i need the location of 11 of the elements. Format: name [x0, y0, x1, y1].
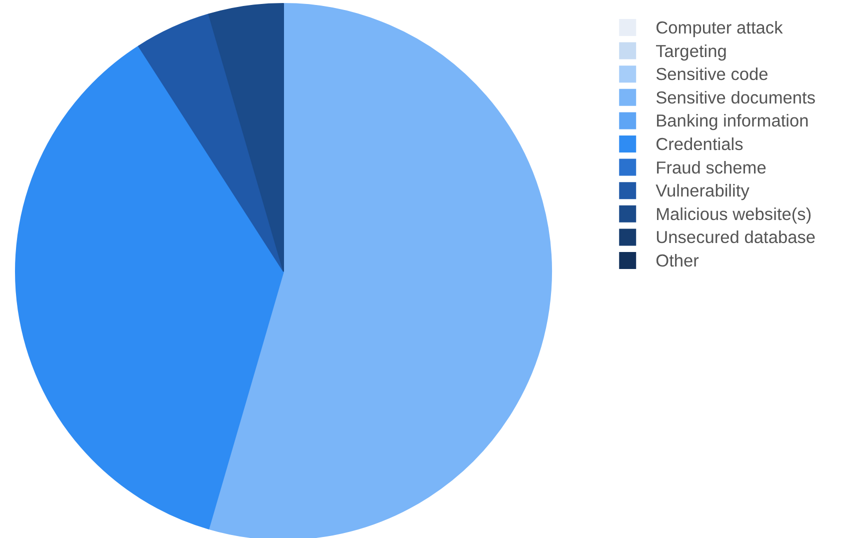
legend-label: Banking information [656, 110, 809, 131]
legend-label: Sensitive code [656, 64, 768, 84]
legend-label: Sensitive documents [656, 87, 816, 108]
legend-label: Other [656, 250, 700, 270]
legend-label: Vulnerability [656, 180, 750, 201]
legend-label: Fraud scheme [656, 157, 766, 178]
legend-label: Targeting [656, 40, 727, 61]
legend-label: Malicious website(s) [656, 204, 812, 224]
legend-label: Credentials [656, 134, 744, 154]
legend-label: Computer attack [656, 18, 784, 38]
legend-label: Unsecured database [656, 227, 816, 248]
